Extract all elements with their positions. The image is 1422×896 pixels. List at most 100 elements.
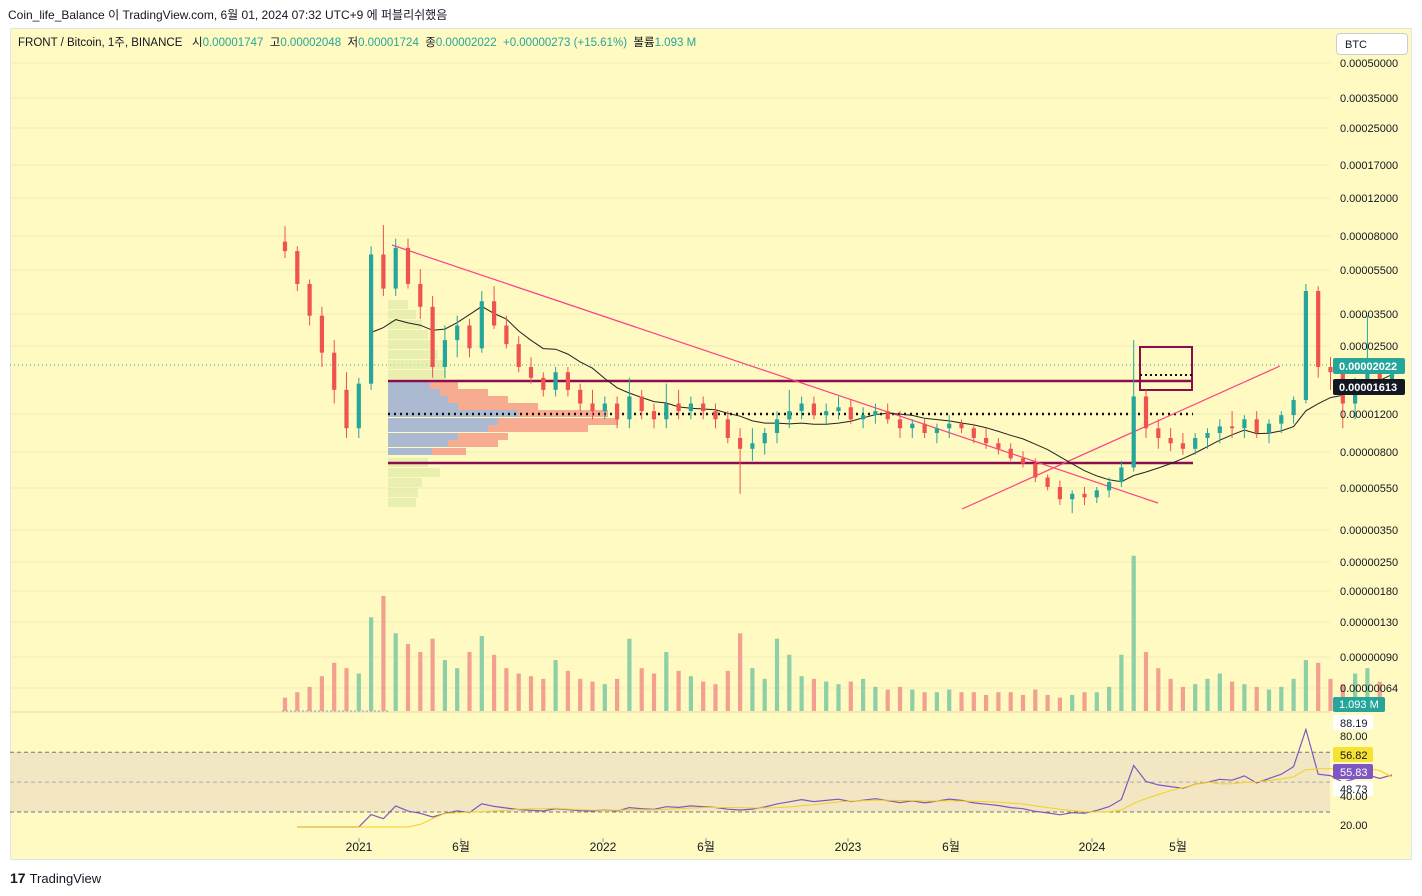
price-tick-label: 0.00001200 xyxy=(1340,409,1398,421)
rsi-tag xyxy=(1333,781,1373,796)
rsi-tick-label: 20.00 xyxy=(1340,820,1368,832)
candle-body xyxy=(787,411,792,420)
candle-body xyxy=(590,403,595,412)
volume-bar xyxy=(393,633,398,711)
candle-body xyxy=(369,254,374,384)
time-tick-label: 2021 xyxy=(346,840,373,854)
candle-body xyxy=(971,428,976,438)
rsi-tag xyxy=(1333,764,1373,779)
profile-row-up xyxy=(388,410,518,417)
price-tick-label: 0.00000090 xyxy=(1340,652,1398,664)
candle-body xyxy=(578,389,583,404)
profile-row-faded xyxy=(388,488,418,497)
volume-bar xyxy=(1328,678,1333,711)
candle-body xyxy=(861,415,866,420)
volume-bar xyxy=(725,670,730,711)
level-price-label: 0.00001613 xyxy=(1339,382,1397,394)
profile-row-faded xyxy=(388,478,422,487)
time-axis: 2021 6월 2022 6월 2023 6월 2024 5월 xyxy=(346,838,1187,854)
candle-body xyxy=(1266,423,1272,434)
candle-body xyxy=(602,403,607,412)
volume-bar xyxy=(1254,686,1259,711)
profile-row-down xyxy=(458,403,538,410)
candle-body xyxy=(1094,490,1099,498)
candle-body xyxy=(811,403,816,416)
volume-bar xyxy=(996,692,1001,711)
candle-body xyxy=(1180,443,1185,449)
time-tick-label: 2023 xyxy=(835,840,862,854)
candle-body xyxy=(897,419,903,429)
brand-name[interactable]: TradingView xyxy=(29,870,102,886)
volume-bar xyxy=(332,662,337,711)
profile-row-faded xyxy=(388,468,440,477)
candle-body xyxy=(1033,463,1038,478)
symbol-name[interactable]: FRONT / Bitcoin, 1주, BINANCE xyxy=(18,37,183,49)
rsi-tag xyxy=(1333,715,1373,730)
close-value: 0.00002022 xyxy=(435,37,497,49)
profile-row-up xyxy=(388,440,448,447)
high-value: 0.00002048 xyxy=(280,37,342,49)
volume-bar xyxy=(602,684,607,711)
candle-body xyxy=(627,396,632,420)
candle-body xyxy=(615,403,620,420)
time-tick-label: 2024 xyxy=(1079,840,1106,854)
candle-body xyxy=(295,251,300,284)
volume-bar xyxy=(651,673,657,711)
candle-body xyxy=(836,407,841,412)
volume-bar xyxy=(787,654,792,711)
volume-bar xyxy=(1377,681,1382,711)
candle-body xyxy=(1328,367,1333,373)
volume-bar xyxy=(553,660,558,711)
grid xyxy=(10,62,1330,713)
candle-body xyxy=(651,411,657,420)
candle-body xyxy=(664,403,669,420)
candle-body xyxy=(1242,419,1247,429)
candle-body xyxy=(725,419,730,438)
profile-row-up xyxy=(388,396,448,403)
candle-body xyxy=(639,396,644,412)
profile-row-down xyxy=(448,440,498,447)
profile-row-up xyxy=(388,433,458,440)
volume-bar xyxy=(1094,692,1099,711)
candle-body xyxy=(910,423,915,429)
candle-body xyxy=(418,283,423,307)
rsi-line xyxy=(297,727,1393,828)
profile-row-faded xyxy=(388,340,432,349)
volume-bar xyxy=(824,681,829,711)
volume-bar xyxy=(676,670,681,711)
rsi-tick-label: 48.73 xyxy=(1340,784,1368,796)
volume-bar xyxy=(922,692,927,711)
tradingview-logo-icon[interactable]: 17 xyxy=(10,870,26,886)
ma-line xyxy=(370,305,1393,483)
volume-bar xyxy=(1020,694,1026,711)
price-tick-label: 0.00000064 xyxy=(1340,683,1398,695)
currency-button[interactable]: BTC xyxy=(1336,33,1408,55)
rsi-tick-label: 56.82 xyxy=(1340,750,1368,762)
volume-bar xyxy=(1353,673,1358,711)
candle-body xyxy=(824,411,829,416)
profile-row-down xyxy=(448,396,508,403)
candle-body xyxy=(344,389,349,429)
volume-bar xyxy=(467,652,472,711)
candle-body xyxy=(1131,396,1136,468)
volume-bar xyxy=(1119,654,1124,711)
volume-bar xyxy=(1082,692,1087,711)
volume-bar xyxy=(1303,660,1308,711)
candle-body xyxy=(307,283,312,316)
candle-body xyxy=(1365,367,1370,384)
volume-bar xyxy=(1033,689,1038,711)
volume-bar xyxy=(1008,692,1013,711)
descending-trendline xyxy=(391,244,1159,504)
volume-bar xyxy=(762,678,767,711)
profile-row-faded xyxy=(388,330,428,339)
profile-row-down xyxy=(440,389,488,396)
candle-body xyxy=(405,247,411,284)
profile-row-faded xyxy=(388,310,416,319)
volume-bar xyxy=(479,636,484,711)
candle-body xyxy=(553,372,558,390)
volume-bar xyxy=(1156,668,1161,711)
chart-area[interactable] xyxy=(10,28,1412,860)
candle-body xyxy=(762,433,767,444)
rsi-tick-label: 88.19 xyxy=(1340,718,1368,730)
